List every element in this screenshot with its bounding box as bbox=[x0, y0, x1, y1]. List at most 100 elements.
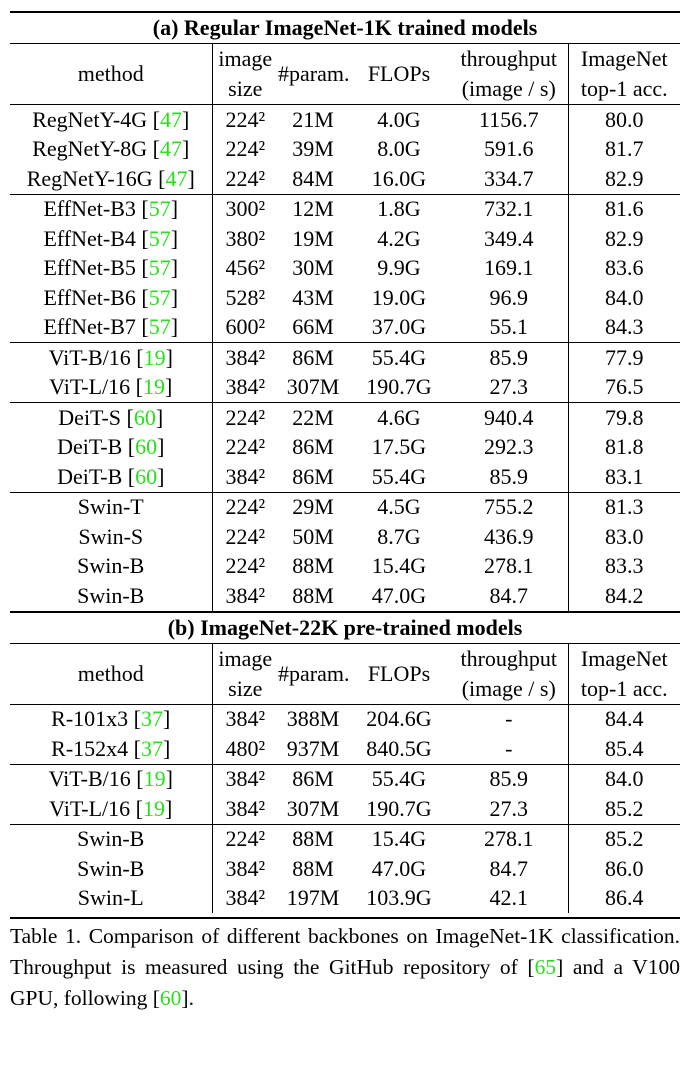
header-text: ImageNet bbox=[580, 46, 668, 71]
cell-text: 4.2G bbox=[377, 225, 421, 251]
header-cell: ImageNet top-1 acc. bbox=[568, 642, 681, 704]
method-text: ] bbox=[164, 795, 173, 821]
cell-text: 190.7G bbox=[366, 795, 432, 821]
cell-text: 292.3 bbox=[484, 434, 534, 460]
method-text: RegNetY-16G [ bbox=[26, 165, 166, 191]
cell-text: 224² bbox=[225, 136, 266, 162]
value-cell: 27.3 bbox=[450, 372, 569, 403]
method-cell: RegNetY-16G [47] bbox=[10, 164, 213, 194]
method-text: EffNet-B4 [ bbox=[43, 225, 149, 251]
cell-text: 86M bbox=[292, 344, 334, 370]
citation: 60 bbox=[133, 404, 156, 430]
value-cell: 480² bbox=[212, 734, 278, 764]
method-text: ] bbox=[157, 463, 165, 489]
method-text: Swin-B bbox=[77, 855, 145, 881]
cell-text: 84.2 bbox=[605, 582, 644, 608]
value-cell: 85.9 bbox=[450, 763, 569, 794]
cell-text: 84.0 bbox=[605, 284, 644, 310]
value-cell: 436.9 bbox=[450, 522, 569, 552]
data-row: EffNet-B6 [57] 528² 43M 19.0G 96.9 84.0 bbox=[10, 283, 680, 313]
cell-text: 528² bbox=[225, 284, 266, 310]
data-row: R-152x4 [37] 480² 937M 840.5G - 85.4 bbox=[10, 734, 680, 764]
method-text: DeiT-B [ bbox=[57, 434, 136, 460]
cell-text: 384² bbox=[225, 374, 266, 400]
cell-text: 732.1 bbox=[484, 196, 534, 222]
cell-text: 103.9G bbox=[366, 885, 432, 911]
cell-text: 55.1 bbox=[489, 314, 529, 340]
value-cell: 81.6 bbox=[568, 193, 681, 224]
cell-text: 88M bbox=[292, 553, 334, 579]
cell-text: 88M bbox=[292, 826, 334, 852]
value-cell: 77.9 bbox=[568, 342, 681, 373]
value-cell: 84.3 bbox=[568, 313, 680, 343]
data-row: EffNet-B4 [57] 380² 19M 4.2G 349.4 82.9 bbox=[10, 224, 680, 254]
value-cell: 88M bbox=[278, 552, 348, 582]
method-cell: EffNet-B5 [57] bbox=[10, 253, 213, 283]
header-text: (image / s) bbox=[461, 76, 556, 101]
method-cell: Swin-T bbox=[10, 491, 213, 522]
value-cell: 937M bbox=[278, 734, 348, 764]
method-cell: EffNet-B3 [57] bbox=[10, 193, 213, 224]
cell-text: 66M bbox=[292, 314, 334, 340]
cell-text: 840.5G bbox=[366, 735, 432, 761]
method-cell: ViT-L/16 [19] bbox=[10, 372, 213, 403]
header-text: image bbox=[218, 46, 273, 71]
header-cell: method bbox=[10, 43, 213, 105]
method-cell: Swin-B bbox=[10, 581, 213, 611]
cell-text: 224² bbox=[225, 434, 266, 460]
value-cell: 103.9G bbox=[348, 884, 450, 914]
method-text: ] bbox=[157, 434, 165, 460]
cell-text: 85.2 bbox=[605, 795, 644, 821]
citation: 47 bbox=[159, 136, 182, 162]
citation: 60 bbox=[135, 463, 158, 489]
method-text: ] bbox=[155, 404, 164, 430]
method-cell: RegNetY-8G [47] bbox=[10, 134, 213, 164]
method-text: ViT-B/16 [ bbox=[48, 344, 144, 370]
header-cell: image size bbox=[212, 43, 278, 105]
header-cell: FLOPs bbox=[348, 43, 450, 105]
value-cell: 4.6G bbox=[348, 402, 450, 433]
cell-text: 84.3 bbox=[605, 314, 644, 340]
cell-text: 384² bbox=[225, 582, 266, 608]
value-cell: 349.4 bbox=[450, 224, 569, 254]
cell-text: 85.2 bbox=[605, 826, 644, 852]
value-cell: 169.1 bbox=[450, 253, 569, 283]
value-cell: 85.9 bbox=[450, 342, 569, 373]
method-cell: Swin-B bbox=[10, 854, 213, 884]
caption-text: ] and a V100 GPU, following [ bbox=[10, 955, 680, 1010]
value-cell: 83.1 bbox=[568, 462, 680, 492]
header-text: method bbox=[77, 61, 144, 86]
header-text: #param. bbox=[278, 61, 350, 86]
cell-text: 384² bbox=[225, 795, 266, 821]
cell-text: 21M bbox=[292, 106, 334, 132]
caption-text: ]. bbox=[181, 986, 194, 1010]
cell-text: 84.7 bbox=[489, 582, 529, 608]
value-cell: 300² bbox=[212, 193, 278, 224]
header-text: top-1 acc. bbox=[580, 675, 668, 701]
value-cell: 84.4 bbox=[568, 703, 681, 734]
cell-text: 384² bbox=[225, 766, 266, 792]
value-cell: 940.4 bbox=[450, 402, 569, 433]
method-text: ] bbox=[163, 735, 171, 761]
value-cell: 224² bbox=[212, 823, 278, 854]
cell-text: 55.4G bbox=[371, 463, 427, 489]
method-text: ViT-B/16 [ bbox=[48, 766, 144, 792]
cell-text: 80.0 bbox=[605, 106, 644, 132]
cell-text: 190.7G bbox=[366, 374, 432, 400]
cell-text: 224² bbox=[225, 523, 266, 549]
method-text: RegNetY-8G [ bbox=[32, 136, 160, 162]
method-text: Swin-L bbox=[77, 885, 144, 911]
cell-text: 84.4 bbox=[605, 706, 644, 732]
value-cell: 47.0G bbox=[348, 581, 450, 611]
value-cell: 384² bbox=[212, 373, 278, 403]
value-cell: 55.4G bbox=[348, 763, 450, 794]
method-text: EffNet-B3 [ bbox=[43, 196, 149, 222]
cell-text: 4.0G bbox=[377, 106, 421, 132]
value-cell: 224² bbox=[212, 491, 278, 522]
cell-text: 591.6 bbox=[484, 136, 534, 162]
method-text: EffNet-B5 [ bbox=[43, 255, 149, 281]
cell-text: 55.4G bbox=[371, 766, 427, 792]
table-container: (a) Regular ImageNet-1K trained models me… bbox=[10, 11, 681, 1014]
method-text: ] bbox=[165, 766, 173, 792]
